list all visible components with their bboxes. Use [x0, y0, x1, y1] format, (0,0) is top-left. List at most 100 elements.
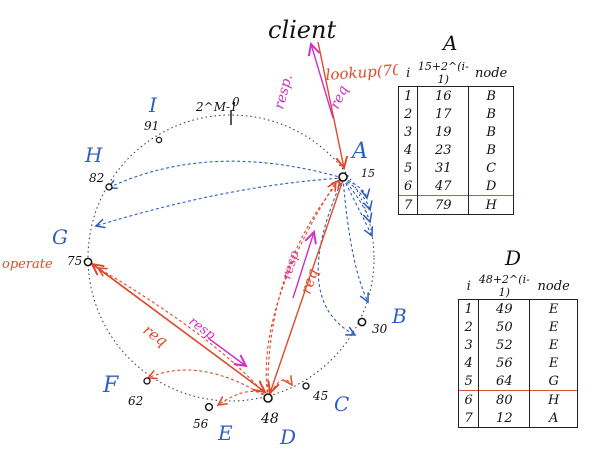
node-D-id: 48	[260, 411, 279, 427]
table-cell-start: 56	[478, 354, 531, 372]
table-cell-node: B	[468, 105, 514, 123]
table-cell-idx: 3	[457, 336, 480, 354]
finger-table-D: i 48+2^(i-1) node 1 49 E 2 50 E 3 52 E 4 56 E 5 64 G 6 8…	[457, 273, 578, 428]
node-H-dot	[105, 183, 113, 191]
node-D-letter: D	[279, 425, 296, 449]
node-B-dot	[357, 317, 367, 327]
table-row: 7 79 H	[397, 195, 514, 215]
client-req-label: req	[327, 83, 352, 111]
client-label: client	[268, 16, 336, 44]
node-E-id: 56	[193, 417, 209, 431]
table-A-header: i 15+2^(i-1) node	[399, 60, 514, 87]
node-A-letter: A	[350, 139, 368, 164]
client-response-arrow	[311, 44, 334, 119]
ring-max-label: 2^M-1	[195, 100, 238, 114]
table-cell-node: E	[529, 299, 578, 318]
response-G-label: resp	[186, 314, 219, 344]
ring-nodes	[83, 136, 367, 412]
table-cell-node: E	[529, 318, 578, 336]
table-cell-idx: 5	[397, 159, 419, 177]
node-E-letter: E	[217, 421, 233, 445]
request-G-label: req	[140, 321, 171, 351]
finger-arrows-A	[96, 160, 372, 335]
node-G-id: 75	[67, 254, 82, 268]
request-A-to-D	[270, 179, 344, 393]
table-A-header-i: i	[406, 65, 411, 81]
table-cell-idx: 7	[397, 195, 419, 215]
node-G-letter: G	[52, 225, 68, 249]
table-cell-node: B	[468, 86, 514, 105]
table-cell-node: H	[468, 195, 514, 215]
table-cell-start: 50	[478, 318, 531, 336]
table-A-header-start: 15+2^(i-1)	[417, 60, 469, 86]
table-row: 2 17 B	[397, 105, 514, 123]
table-cell-start: 80	[478, 390, 531, 409]
node-A-dot	[338, 172, 348, 182]
table-cell-node: G	[529, 372, 578, 391]
table-cell-idx: 6	[457, 390, 480, 409]
finger-table-A: i 15+2^(i-1) node 1 16 B 2 17 B 3 19 B 4 23 B 5 31 C 6 4…	[397, 60, 514, 215]
node-B-id: 30	[372, 322, 388, 336]
table-cell-node: D	[468, 177, 514, 196]
node-F-letter: F	[102, 373, 119, 398]
table-cell-node: C	[468, 159, 514, 177]
table-D-header-node: node	[537, 278, 570, 294]
lookup-label: lookup(70)	[325, 60, 408, 84]
table-cell-start: 31	[417, 159, 470, 177]
table-A-header-node: node	[475, 65, 508, 81]
node-B-letter: B	[391, 304, 407, 328]
table-cell-node: E	[529, 354, 578, 372]
table-cell-idx: 2	[397, 105, 419, 123]
table-row: 5 64 G	[457, 372, 578, 391]
table-cell-idx: 6	[397, 177, 419, 196]
table-cell-idx: 3	[397, 123, 419, 141]
table-cell-node: B	[468, 123, 514, 141]
table-cell-node: A	[529, 409, 578, 428]
node-D-dot	[263, 393, 273, 403]
client-resp-label: resp.	[271, 73, 296, 112]
node-I-id: 91	[144, 119, 159, 133]
node-I-dot	[155, 136, 163, 144]
table-cell-start: 12	[478, 409, 531, 428]
ring-zero-label: 0	[232, 95, 240, 109]
table-cell-start: 16	[417, 86, 470, 105]
table-row: 6 47 D	[397, 177, 514, 196]
table-cell-node: E	[529, 336, 578, 354]
table-row: 7 12 A	[457, 409, 578, 428]
table-cell-idx: 5	[457, 372, 480, 391]
table-cell-idx: 2	[457, 318, 480, 336]
chord-ring	[87, 114, 375, 402]
node-C-letter: C	[334, 392, 349, 416]
table-row: 3 52 E	[457, 336, 578, 354]
node-A-id: 15	[361, 167, 375, 180]
table-row: 4 56 E	[457, 354, 578, 372]
table-cell-start: 17	[417, 105, 470, 123]
table-D-header-i: i	[466, 278, 471, 294]
request-D-to-G	[92, 264, 266, 393]
table-D-title: D	[505, 246, 522, 270]
table-D-header: i 48+2^(i-1) node	[459, 273, 578, 300]
table-cell-start: 49	[478, 299, 531, 318]
table-row: 2 50 E	[457, 318, 578, 336]
table-cell-start: 79	[417, 195, 470, 215]
table-row: 4 23 B	[397, 141, 514, 159]
node-F-id: 62	[128, 394, 143, 408]
table-D-header-start: 48+2^(i-1)	[478, 273, 530, 299]
node-F-dot	[143, 377, 151, 385]
table-cell-idx: 1	[457, 299, 480, 318]
table-cell-start: 19	[417, 123, 470, 141]
table-cell-node: H	[529, 390, 578, 409]
table-cell-idx: 4	[457, 354, 480, 372]
request-A-to-D-label: req	[297, 266, 322, 296]
table-cell-start: 23	[417, 141, 470, 159]
response-G-arrow	[207, 337, 246, 366]
table-row: 1 16 B	[397, 86, 514, 105]
client-request-arrow	[317, 41, 344, 168]
table-A-title: A	[443, 31, 458, 55]
table-row: 3 19 B	[397, 123, 514, 141]
response-D-to-A	[292, 232, 314, 299]
node-C-dot	[302, 382, 310, 390]
table-cell-node: B	[468, 141, 514, 159]
table-row: 1 49 E	[457, 299, 578, 318]
node-H-id: 82	[89, 171, 104, 185]
